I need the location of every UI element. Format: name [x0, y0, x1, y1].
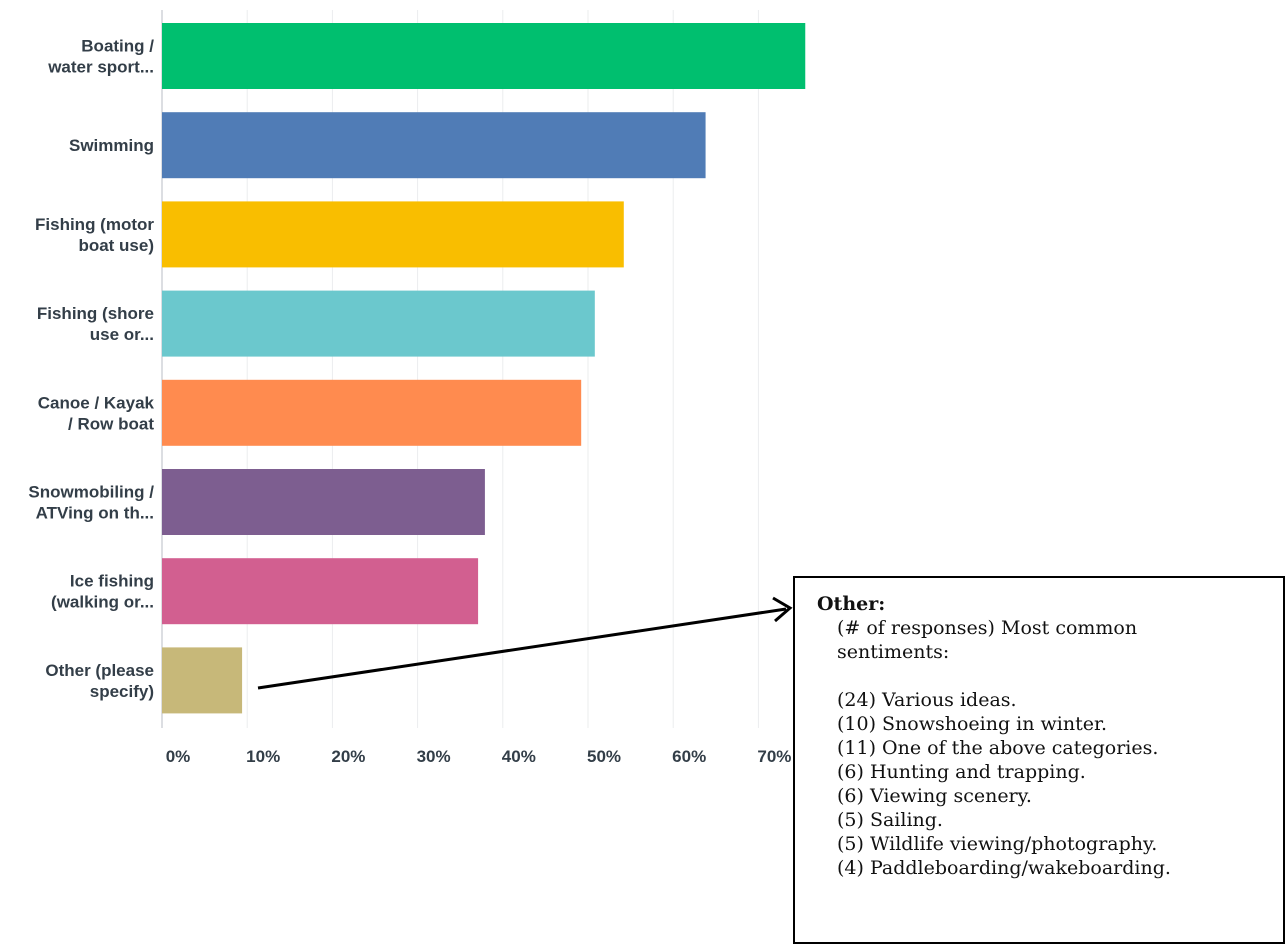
- category-label-line: Snowmobiling /: [28, 483, 154, 502]
- bar: [162, 558, 479, 625]
- bars: [162, 23, 806, 714]
- x-tick-label: 60%: [672, 747, 706, 766]
- category-label-line: Swimming: [69, 136, 154, 155]
- category-label: Swimming: [69, 136, 154, 155]
- x-tick-label: 50%: [587, 747, 621, 766]
- bar: [162, 647, 243, 714]
- bar: [162, 23, 806, 89]
- category-label-line: Boating /: [81, 37, 154, 56]
- category-label: Boating / water sport...: [47, 37, 154, 77]
- other-responses-callout: Other: (# of responses) Most common sent…: [793, 576, 1285, 944]
- callout-item: (4) Paddleboarding/wakeboarding.: [837, 857, 1171, 879]
- category-label: Snowmobiling / ATVing on th...: [28, 483, 154, 523]
- category-label: Ice fishing (walking or...: [51, 572, 154, 612]
- x-tick-label: 10%: [246, 747, 280, 766]
- category-label-line: use or...: [90, 325, 154, 344]
- category-label: Canoe / Kayak / Row boat: [38, 393, 155, 433]
- callout-arrow-head: [772, 596, 793, 623]
- category-label: Fishing (motor boat use): [35, 215, 154, 255]
- x-tick-label: 70%: [757, 747, 791, 766]
- category-label-line: specify): [90, 682, 154, 701]
- x-tick-label: 30%: [417, 747, 451, 766]
- category-label-line: ATVing on th...: [36, 504, 154, 523]
- callout-item: (6) Hunting and trapping.: [837, 761, 1086, 783]
- callout-item: (11) One of the above categories.: [837, 737, 1159, 759]
- bar: [162, 290, 595, 357]
- category-label-line: (walking or...: [51, 593, 154, 612]
- callout-item: (5) Sailing.: [837, 809, 943, 831]
- category-label-line: Fishing (motor: [35, 215, 154, 234]
- bar: [162, 201, 624, 268]
- category-label-line: Other (please: [45, 661, 154, 680]
- callout-item: (24) Various ideas.: [837, 689, 1017, 711]
- callout-arrow-line: [257, 607, 787, 690]
- x-tick-label: 20%: [331, 747, 365, 766]
- callout-item: (5) Wildlife viewing/photography.: [837, 833, 1158, 855]
- category-label-line: boat use): [78, 236, 154, 255]
- category-label-line: water sport...: [47, 58, 154, 77]
- bar: [162, 469, 485, 535]
- category-labels: Boating / water sport... Swimming Fishing (…: [28, 37, 154, 701]
- callout-pointer: [257, 596, 793, 690]
- callout-item: (6) Viewing scenery.: [837, 785, 1032, 807]
- callout-title: Other:: [817, 593, 886, 615]
- category-label-line: Fishing (shore: [37, 304, 154, 323]
- callout-item: (10) Snowshoeing in winter.: [837, 713, 1108, 735]
- category-label-line: / Row boat: [68, 414, 154, 433]
- x-tick-label: 40%: [502, 747, 536, 766]
- bar: [162, 112, 706, 179]
- callout-list: (24) Various ideas. (10) Snowshoeing in …: [837, 688, 1273, 880]
- category-label-line: Canoe / Kayak: [38, 393, 155, 412]
- bar: [162, 379, 582, 446]
- category-label-line: Ice fishing: [70, 572, 154, 591]
- category-label: Other (please specify): [45, 661, 154, 701]
- callout-intro: (# of responses) Most common sentiments:: [837, 617, 1138, 663]
- category-label: Fishing (shore use or...: [37, 304, 154, 344]
- x-axis-tick-labels: 0% 10% 20% 30% 40% 50% 60% 70%: [166, 747, 792, 766]
- x-tick-label: 0%: [166, 747, 191, 766]
